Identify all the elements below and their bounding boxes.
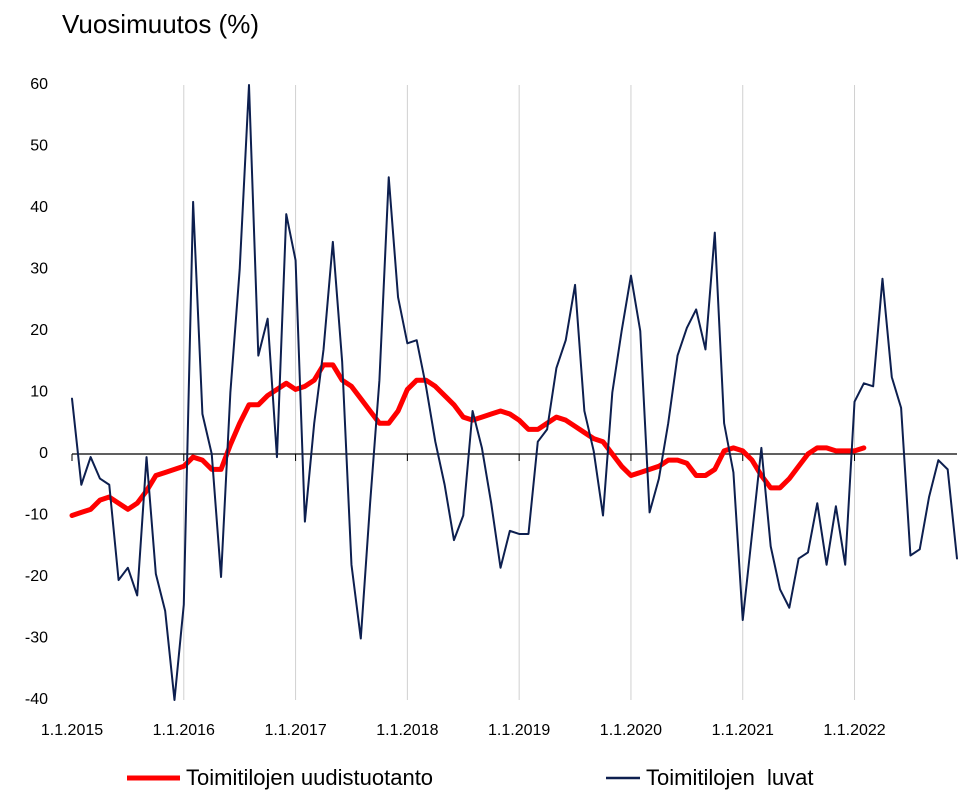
- y-tick-label: 20: [30, 322, 48, 339]
- y-tick-label: 10: [30, 384, 48, 401]
- series-line: [69, 362, 867, 518]
- y-tick-label: -40: [25, 691, 48, 708]
- legend-label: Toimitilojen uudistuotanto: [186, 765, 433, 790]
- y-tick-label: 60: [30, 76, 48, 93]
- y-tick-label: 50: [30, 138, 48, 155]
- y-tick-label: -30: [25, 630, 48, 647]
- y-tick-label: 40: [30, 199, 48, 216]
- y-tick-label: -10: [25, 507, 48, 524]
- y-tick-label: -20: [25, 568, 48, 585]
- x-tick-label: 1.1.2018: [376, 722, 438, 739]
- legend-label: Toimitilojen luvat: [646, 765, 814, 790]
- y-tick-label: 30: [30, 261, 48, 278]
- x-tick-label: 1.1.2022: [823, 722, 885, 739]
- x-tick-label: 1.1.2017: [264, 722, 326, 739]
- chart-title: Vuosimuutos (%): [62, 9, 259, 39]
- x-tick-label: 1.1.2015: [41, 722, 103, 739]
- x-tick-label: 1.1.2016: [153, 722, 215, 739]
- x-tick-label: 1.1.2020: [600, 722, 662, 739]
- x-tick-label: 1.1.2019: [488, 722, 550, 739]
- y-tick-label: 0: [39, 445, 48, 462]
- x-tick-label: 1.1.2021: [712, 722, 774, 739]
- series-line: [71, 84, 958, 701]
